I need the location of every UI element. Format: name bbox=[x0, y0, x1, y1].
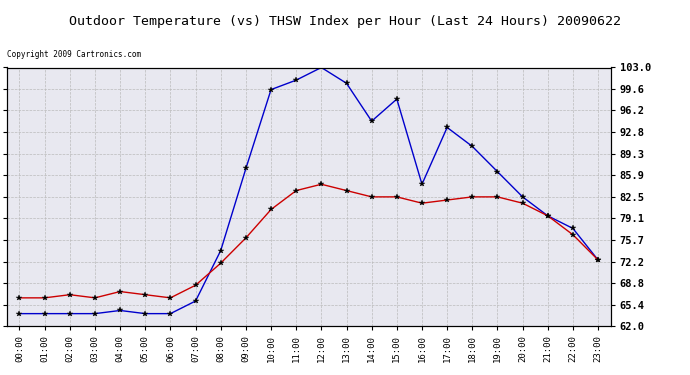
Text: Copyright 2009 Cartronics.com: Copyright 2009 Cartronics.com bbox=[7, 51, 141, 59]
Text: Outdoor Temperature (vs) THSW Index per Hour (Last 24 Hours) 20090622: Outdoor Temperature (vs) THSW Index per … bbox=[69, 15, 621, 28]
